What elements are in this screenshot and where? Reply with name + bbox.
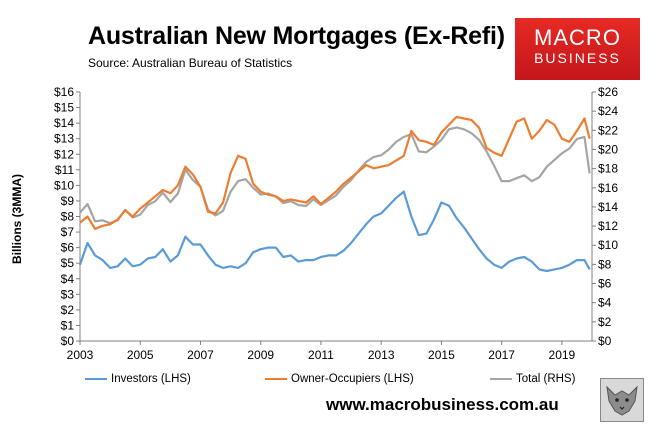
legend-label-total: Total (RHS) — [516, 373, 576, 385]
legend-label-investors: Investors (LHS) — [111, 373, 191, 385]
x-tick-label: 2005 — [127, 348, 154, 362]
chart-source: Source: Australian Bureau of Statistics — [88, 56, 293, 70]
legend-label-owner-occupiers: Owner-Occupiers (LHS) — [291, 373, 414, 385]
x-tick-label: 2017 — [488, 348, 515, 362]
logo-line1: MACRO — [534, 25, 621, 50]
y-tick-label-left: $0 — [61, 334, 75, 348]
legend: Investors (LHS) Owner-Occupiers (LHS) To… — [0, 373, 660, 389]
legend-item-owner-occupiers: Owner-Occupiers (LHS) — [265, 373, 414, 385]
x-tick-label: 2013 — [368, 348, 395, 362]
x-tick-label: 2007 — [187, 348, 214, 362]
y-tick-label-right: $2 — [598, 315, 612, 329]
logo-line2: BUSINESS — [534, 50, 621, 66]
x-tick-label: 2009 — [247, 348, 274, 362]
y-tick-label-right: $24 — [598, 104, 618, 118]
y-tick-label-left: $7 — [61, 225, 75, 239]
y-tick-label-left: $9 — [61, 194, 75, 208]
x-tick-label: 2003 — [67, 348, 94, 362]
y-tick-label-right: $22 — [598, 123, 618, 137]
y-tick-label-left: $4 — [61, 272, 75, 286]
y-tick-label-left: $10 — [54, 178, 74, 192]
y-tick-label-right: $0 — [598, 334, 612, 348]
macrobusiness-logo: MACRO BUSINESS — [515, 18, 640, 80]
y-tick-label-left: $14 — [54, 116, 74, 130]
y-tick-label-left: $3 — [61, 287, 75, 301]
series-line-1 — [79, 115, 591, 230]
legend-item-total: Total (RHS) — [490, 373, 575, 385]
website-url: www.macrobusiness.com.au — [326, 395, 559, 414]
x-tick-label: 2015 — [428, 348, 455, 362]
x-tick-label: 2019 — [549, 348, 576, 362]
wolf-icon — [600, 378, 644, 422]
y-tick-label-right: $14 — [598, 200, 618, 214]
x-tick-label: 2011 — [308, 348, 334, 362]
y-tick-label-right: $4 — [598, 296, 612, 310]
y-tick-label-left: $13 — [54, 132, 74, 146]
y-tick-label-left: $12 — [54, 147, 74, 161]
y-tick-label-left: $5 — [61, 256, 75, 270]
y-tick-label-left: $15 — [54, 101, 74, 115]
series-line-2 — [79, 126, 591, 225]
lines-layer — [78, 115, 591, 273]
legend-swatch-total — [490, 378, 512, 380]
legend-item-investors: Investors (LHS) — [85, 373, 191, 385]
y-tick-label-left: $1 — [61, 318, 75, 332]
y-tick-label-left: $8 — [61, 210, 75, 224]
chart-title: Australian New Mortgages (Ex-Refi) — [88, 22, 505, 50]
y-tick-label-left: $2 — [61, 303, 75, 317]
y-tick-label-right: $18 — [598, 162, 618, 176]
y-tick-label-right: $16 — [598, 181, 618, 195]
y-tick-label-right: $6 — [598, 277, 612, 291]
y-tick-label-right: $26 — [598, 85, 618, 99]
y-tick-label-right: $12 — [598, 219, 618, 233]
series-line-0 — [78, 190, 591, 273]
y-tick-label-left: $6 — [61, 241, 75, 255]
y-tick-label-right: $8 — [598, 257, 612, 271]
legend-swatch-owner-occupiers — [265, 378, 287, 380]
y-tick-label-left: $11 — [55, 163, 74, 177]
y-tick-label-right: $20 — [598, 142, 618, 156]
y-tick-label-left: $16 — [54, 85, 74, 99]
axes-layer: $0$1$2$3$4$5$6$7$8$9$10$11$12$13$14$15$1… — [54, 85, 618, 362]
legend-swatch-investors — [85, 378, 107, 380]
y-tick-label-right: $10 — [598, 238, 618, 252]
